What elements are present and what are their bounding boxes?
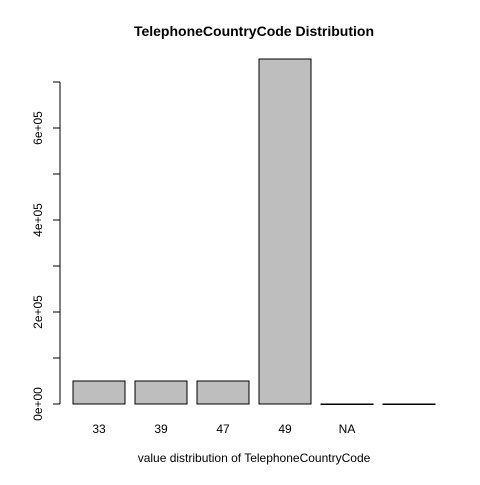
bar — [320, 403, 374, 405]
x-tick-label: 33 — [92, 422, 106, 436]
bar — [196, 380, 250, 405]
chart-title: TelephoneCountryCode Distribution — [134, 23, 374, 39]
x-tick-labels: 33 39 47 49 NA — [92, 422, 355, 436]
x-tick-label: 39 — [154, 422, 168, 436]
bars — [72, 58, 436, 405]
x-tick-label: NA — [339, 422, 356, 436]
bar — [72, 380, 126, 405]
x-tick-label: 47 — [216, 422, 230, 436]
bar — [258, 58, 312, 405]
y-tick-label: 6e+05 — [31, 111, 45, 145]
bar — [134, 380, 188, 405]
y-axis: 0e+00 2e+05 4e+05 6e+05 — [31, 81, 61, 421]
x-tick-label: 49 — [278, 422, 292, 436]
bar — [382, 403, 436, 405]
y-tick-label: 2e+05 — [31, 295, 45, 329]
x-axis-label: value distribution of TelephoneCountryCo… — [138, 451, 371, 465]
y-tick-label: 0e+00 — [31, 387, 45, 421]
y-tick-label: 4e+05 — [31, 203, 45, 237]
